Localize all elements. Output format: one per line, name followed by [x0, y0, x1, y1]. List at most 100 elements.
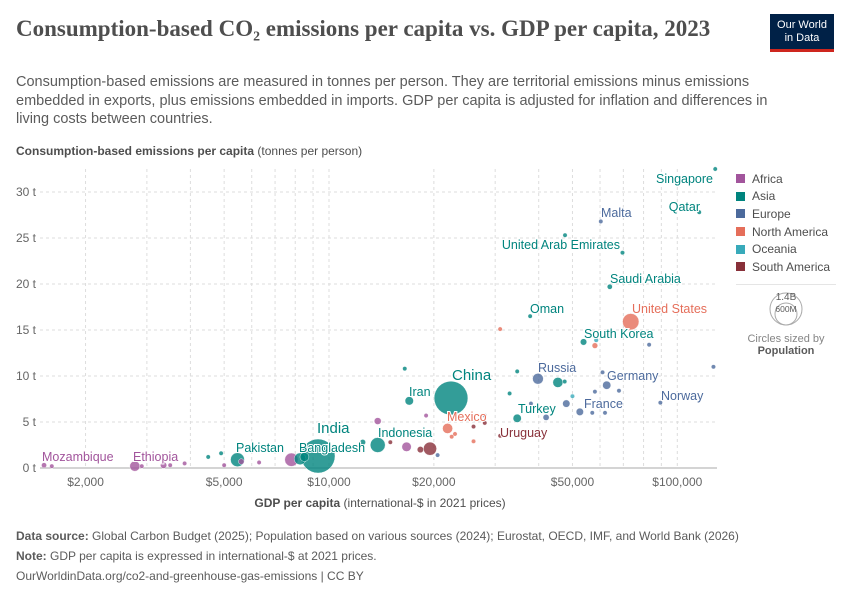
data-point — [49, 463, 55, 469]
data-point — [602, 380, 612, 390]
data-point — [646, 342, 652, 348]
point-label: Bangladesh — [299, 441, 365, 455]
point-label: Russia — [538, 361, 576, 375]
legend-swatch — [736, 227, 745, 237]
data-point — [401, 441, 412, 452]
y-tick-label: 25 t — [16, 231, 37, 245]
data-point — [507, 391, 513, 396]
data-point — [562, 379, 568, 384]
x-tick-label: $100,000 — [652, 475, 702, 489]
data-point — [221, 462, 227, 468]
y-axis-label: Consumption-based emissions per capita (… — [16, 144, 363, 158]
data-point — [404, 396, 414, 406]
data-point — [402, 366, 408, 372]
legend-item[interactable]: Europe — [736, 205, 830, 223]
x-tick-label: $50,000 — [551, 475, 595, 489]
data-point — [570, 393, 575, 399]
point-label: Saudi Arabia — [610, 272, 681, 286]
point-label: Singapore — [656, 172, 713, 186]
data-point — [167, 462, 173, 468]
footer-url[interactable]: OurWorldinData.org/co2-and-greenhouse-ga… — [16, 569, 364, 583]
legend-label: Europe — [752, 206, 791, 221]
data-point — [542, 414, 550, 421]
data-point — [589, 410, 595, 416]
data-point — [205, 454, 211, 460]
size-legend: 1.4B 600M Circles sized by Population — [736, 284, 836, 357]
point-label: Ethiopia — [133, 450, 178, 464]
data-point — [299, 452, 310, 462]
data-point — [256, 460, 262, 465]
legend-item[interactable]: South America — [736, 258, 830, 276]
x-tick-label: $20,000 — [412, 475, 456, 489]
data-point — [497, 433, 503, 439]
legend-label: Africa — [752, 171, 783, 186]
data-point — [370, 437, 386, 453]
legend-label: Oceania — [752, 242, 797, 257]
data-point — [616, 388, 622, 394]
data-point — [359, 439, 366, 446]
data-point — [562, 232, 568, 238]
data-point — [712, 166, 718, 172]
data-point — [527, 313, 533, 319]
chart-title: Consumption-based CO₂ emissions per capi… — [16, 16, 711, 41]
data-point — [417, 446, 424, 453]
x-tick-label: $2,000 — [67, 475, 104, 489]
data-point — [497, 326, 503, 332]
data-point — [374, 417, 382, 425]
legend-item[interactable]: North America — [736, 223, 830, 241]
size-legend-caption: Circles sized by — [747, 333, 825, 345]
data-point — [575, 407, 584, 416]
data-point — [528, 401, 534, 406]
logo-line-2: in Data — [784, 32, 820, 44]
data-point — [622, 313, 640, 331]
data-point — [591, 342, 598, 349]
size-legend-big: 1.4B — [776, 292, 797, 303]
x-tick-label: $5,000 — [206, 475, 243, 489]
point-label: United Arab Emirates — [502, 238, 620, 252]
data-point — [218, 450, 224, 456]
data-point — [449, 434, 455, 440]
point-label: Uruguay — [500, 426, 548, 440]
data-point — [471, 424, 476, 429]
point-label: Mexico — [447, 410, 487, 424]
point-label: Turkey — [518, 402, 556, 416]
point-label: India — [317, 420, 350, 437]
legend-swatch — [736, 262, 745, 272]
legend-item[interactable]: Asia — [736, 188, 830, 206]
data-point — [423, 441, 437, 456]
y-tick-label: 30 t — [16, 185, 37, 199]
data-point — [482, 420, 488, 426]
point-label: Malta — [601, 206, 632, 220]
point-label: Qatar — [669, 200, 700, 214]
data-source: Data source: Global Carbon Budget (2025)… — [16, 529, 739, 543]
data-point — [435, 452, 440, 458]
x-axis-label: GDP per capita (international-$ in 2021 … — [254, 496, 506, 510]
data-point — [602, 410, 608, 416]
point-label: Pakistan — [236, 441, 284, 455]
x-tick-label: $10,000 — [307, 475, 351, 489]
legend-item[interactable]: Oceania — [736, 240, 830, 258]
data-point — [182, 460, 188, 466]
data-point — [592, 389, 598, 395]
legend-swatch — [736, 191, 745, 201]
size-legend-circles: 1.4B 600M — [769, 292, 803, 326]
y-tick-label: 20 t — [16, 277, 37, 291]
data-point — [552, 377, 564, 388]
point-label: Oman — [530, 302, 564, 316]
legend-swatch — [736, 244, 745, 254]
point-label: France — [584, 397, 623, 411]
data-point — [423, 413, 429, 418]
note: Note: GDP per capita is expressed in int… — [16, 549, 377, 563]
y-tick-label: 10 t — [16, 369, 37, 383]
legend-label: South America — [752, 259, 831, 274]
legend-item[interactable]: Africa — [736, 170, 830, 188]
data-point — [512, 413, 522, 423]
y-tick-label: 5 t — [23, 415, 37, 429]
data-point — [607, 283, 613, 290]
data-point — [600, 369, 605, 375]
data-point — [139, 463, 145, 469]
owid-logo[interactable]: Our World in Data — [770, 14, 834, 52]
data-point — [442, 423, 453, 434]
point-label: United States — [632, 302, 707, 316]
